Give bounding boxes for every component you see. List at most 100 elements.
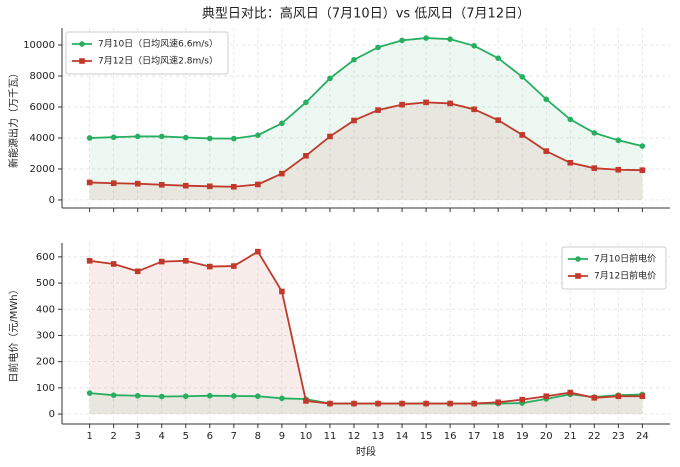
legend-box [561,246,667,290]
marker [206,183,213,190]
legend-marker [575,273,581,279]
marker [447,400,453,407]
marker [351,56,357,63]
marker [134,392,141,399]
legend-marker [575,256,581,262]
y-tick-label: 0 [49,195,55,206]
x-tick-label: 6 [207,431,213,442]
marker [279,120,285,127]
marker [639,143,646,149]
x-tick-label: 14 [396,431,409,442]
x-axis-label: 时段 [356,445,376,458]
marker [158,393,165,400]
x-tick-label: 19 [516,431,529,442]
marker [182,134,189,141]
line [89,250,643,405]
y-tick-label: 200 [36,357,55,368]
marker [399,37,405,44]
legend-box [65,31,229,75]
marker [543,393,550,400]
x-tick-label: 10 [300,431,313,442]
marker [86,258,93,264]
legend-label: 7月10日（日均风速6.6m/s） [98,38,218,50]
marker [231,135,237,142]
marker [327,133,333,140]
x-tick-label: 3 [135,431,141,442]
marker [447,100,453,107]
marker [639,393,646,400]
x-tick-label: 24 [636,431,649,442]
marker [158,133,165,140]
marker [519,396,526,403]
marker [86,390,93,396]
x-tick-label: 1 [86,431,92,442]
marker [423,99,429,106]
marker [399,101,405,108]
marker [567,159,574,166]
marker [375,400,381,407]
x-tick-label: 21 [564,431,577,442]
marker [447,36,453,42]
marker [303,398,309,404]
y-tick-label: 300 [36,330,55,341]
x-tick-label: 22 [588,431,601,442]
marker [423,400,429,407]
y-tick-label: 8000 [30,71,55,82]
y-tick-label: 400 [36,304,55,315]
marker [110,180,117,187]
y-axis-label: 新能源出力（万千瓦） [7,68,20,168]
marker [639,167,646,174]
marker [591,165,598,171]
marker [303,152,309,159]
x-tick-label: 12 [348,431,361,442]
x-tick-label: 18 [492,431,505,442]
x-tick-label: 13 [372,431,385,442]
x-tick-label: 11 [324,431,337,442]
x-tick-label: 9 [279,431,285,442]
y-tick-label: 10000 [23,40,55,51]
marker [519,73,526,80]
area [89,102,643,200]
marker [615,137,622,144]
marker [375,107,381,113]
y-tick-label: 6000 [30,102,55,113]
marker [158,258,165,265]
x-tick-label: 15 [420,431,433,442]
marker [567,389,574,396]
marker [375,44,381,51]
marker [206,263,213,270]
marker [327,75,333,82]
x-tick-label: 2 [110,431,116,442]
marker [495,55,501,62]
marker [134,133,141,140]
marker [495,399,501,406]
marker [158,181,165,188]
marker [279,170,285,177]
marker [255,132,261,138]
marker [110,392,117,398]
marker [279,395,285,402]
marker [231,263,237,269]
y-tick-label: 500 [36,278,55,289]
x-tick-label: 8 [255,431,261,442]
marker [182,258,189,264]
marker [591,130,598,136]
legend-label: 7月12日（日均风速2.8m/s） [98,55,218,67]
line [89,101,643,188]
marker [543,96,550,103]
y-axis-label: 日前电价（元/MWh） [7,284,20,382]
y-tick-label: 100 [36,383,55,394]
marker [495,117,501,123]
marker [279,288,285,295]
x-tick-label: 17 [468,431,481,442]
marker [134,268,141,275]
marker [471,400,477,407]
marker [231,393,237,399]
marker [206,135,213,142]
marker [591,395,598,401]
x-tick-label: 4 [159,431,165,442]
marker [471,43,477,49]
marker [327,400,333,407]
marker [303,99,309,106]
marker [182,182,189,189]
